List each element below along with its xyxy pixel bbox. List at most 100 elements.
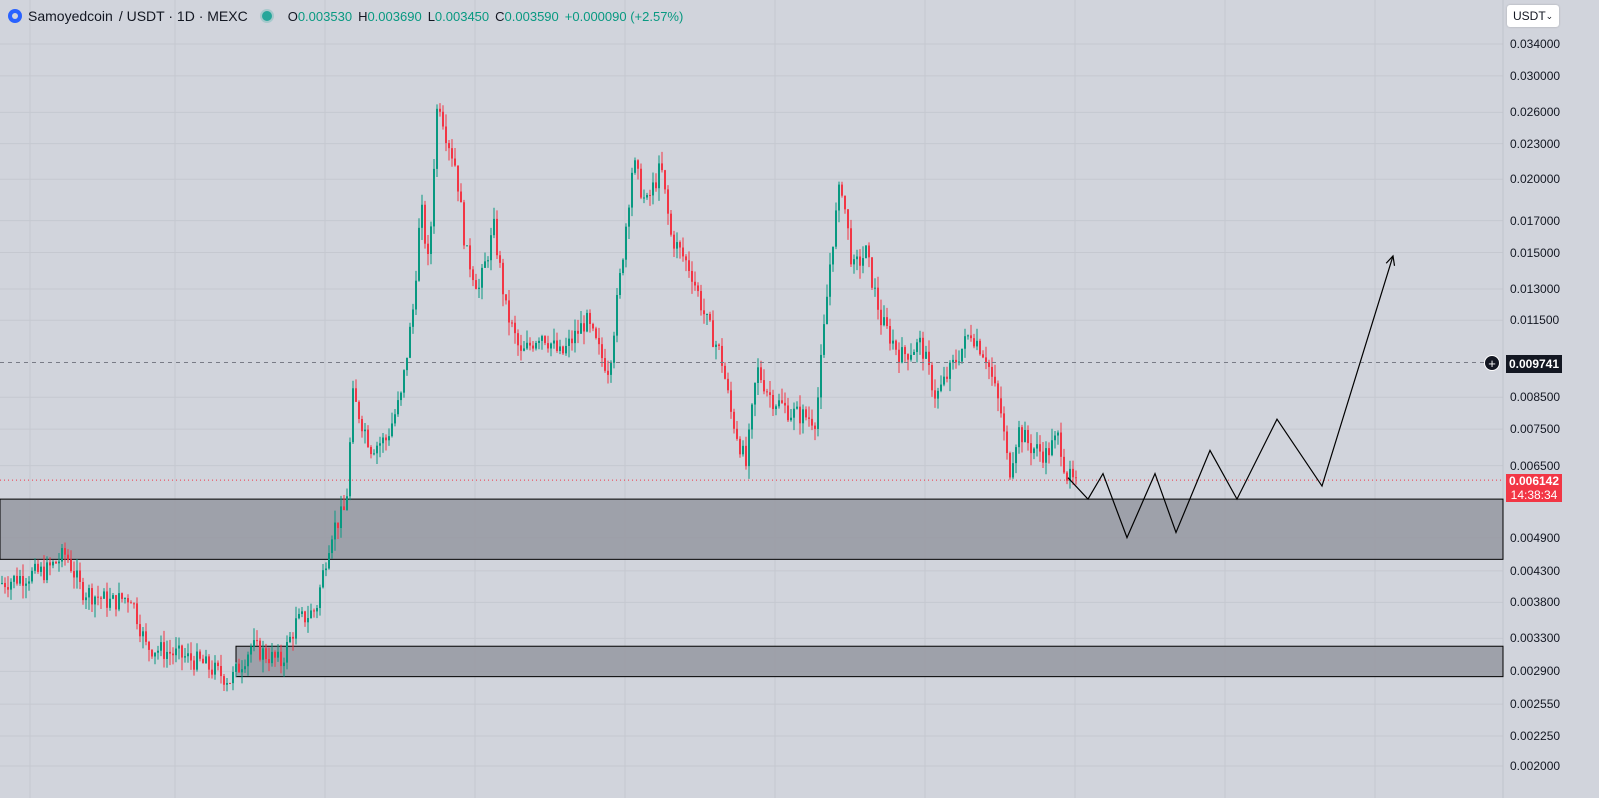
candle-body xyxy=(277,651,279,658)
candle-body xyxy=(1021,427,1023,443)
candle-body xyxy=(937,390,939,399)
candle-body xyxy=(997,383,999,399)
currency-select[interactable]: USDT ⌄ xyxy=(1507,5,1559,27)
currency-select-value: USDT xyxy=(1513,9,1546,23)
candle-body xyxy=(595,328,597,338)
candle-body xyxy=(913,351,915,355)
price-tick-label: 0.002900 xyxy=(1510,664,1561,679)
last-price-value: 0.006142 xyxy=(1508,474,1560,488)
candle-body xyxy=(1051,440,1053,456)
candle-body xyxy=(589,312,591,324)
price-tick-label: 0.002550 xyxy=(1510,697,1561,712)
candle-body xyxy=(220,665,222,677)
price-tick-label: 0.015000 xyxy=(1510,245,1561,260)
candle-body xyxy=(403,370,405,393)
candle-body xyxy=(850,228,852,265)
candle-body xyxy=(352,388,354,443)
price-tick-label: 0.020000 xyxy=(1510,172,1561,187)
candle-body xyxy=(187,653,189,657)
candle-body xyxy=(733,411,735,429)
candle-body xyxy=(553,340,555,344)
candle-body xyxy=(115,595,117,610)
candle-body xyxy=(916,342,918,352)
price-tick-label: 0.002000 xyxy=(1510,759,1561,773)
candle-body xyxy=(901,347,903,363)
candle-body xyxy=(358,401,360,420)
high-value: 0.003690 xyxy=(367,8,422,24)
candle-body xyxy=(973,338,975,347)
candle-body xyxy=(661,163,663,171)
candle-body xyxy=(409,326,411,358)
candle-body xyxy=(379,443,381,446)
candle-body xyxy=(1042,451,1044,463)
candle-body xyxy=(271,651,273,664)
last-price-tag: 0.006142 14:38:34 xyxy=(1506,474,1562,502)
candle-body xyxy=(397,400,399,415)
candle-body xyxy=(760,367,762,381)
candle-body xyxy=(541,336,543,341)
candle-body xyxy=(628,207,630,227)
candle-body xyxy=(1039,444,1041,452)
candle-body xyxy=(301,611,303,614)
candle-body xyxy=(814,425,816,429)
symbol-name[interactable]: Samoyedcoin xyxy=(28,8,113,24)
candle-body xyxy=(670,213,672,235)
candle-body xyxy=(643,197,645,199)
candle-body xyxy=(466,245,468,247)
candle-body xyxy=(367,429,369,448)
candle-body xyxy=(433,168,435,227)
candle-body xyxy=(112,595,114,599)
candle-body xyxy=(700,291,702,311)
candle-body xyxy=(874,287,876,289)
candle-body xyxy=(421,204,423,228)
candle-body xyxy=(769,392,771,395)
candle-body xyxy=(475,280,477,290)
price-tick-label: 0.023000 xyxy=(1510,136,1561,151)
candle-body xyxy=(292,636,294,639)
candle-body xyxy=(217,662,219,666)
candle-body xyxy=(703,310,705,315)
candle-body xyxy=(799,406,801,424)
candle-body xyxy=(283,662,285,667)
candle-body xyxy=(460,191,462,203)
candle-body xyxy=(436,108,438,169)
candle-body xyxy=(91,588,93,605)
candle-body xyxy=(100,597,102,599)
candle-body xyxy=(823,324,825,355)
candle-body xyxy=(598,337,600,345)
market-status-icon xyxy=(261,11,272,21)
candle-body xyxy=(949,362,951,379)
projection-path xyxy=(1067,254,1396,540)
candle-body xyxy=(157,650,159,653)
candle-body xyxy=(295,618,297,639)
add-alert-plus-icon[interactable]: + xyxy=(1484,355,1500,371)
candle-body xyxy=(631,172,633,208)
symbol-pair[interactable]: / USDT · 1D · MEXC xyxy=(118,8,248,24)
candle-body xyxy=(565,345,567,354)
candle-body xyxy=(622,259,624,274)
candle-body xyxy=(925,351,927,359)
candle-body xyxy=(646,195,648,198)
candle-body xyxy=(82,581,84,601)
candle-body xyxy=(37,563,39,572)
bar-countdown: 14:38:34 xyxy=(1510,488,1558,502)
candle-body xyxy=(550,343,552,349)
candle-body xyxy=(250,646,252,655)
candle-body xyxy=(1060,432,1062,457)
candle-body xyxy=(169,651,171,654)
candle-body xyxy=(346,496,348,511)
candle-body xyxy=(412,309,414,327)
candle-body xyxy=(394,414,396,424)
candle-body xyxy=(751,404,753,430)
candle-body xyxy=(88,588,90,598)
candle-body xyxy=(736,428,738,439)
candle-body xyxy=(427,243,429,254)
candle-body xyxy=(94,596,96,605)
candle-body xyxy=(46,562,48,581)
candle-body xyxy=(199,651,201,659)
candle-body xyxy=(418,227,420,281)
candle-body xyxy=(844,195,846,210)
candle-body xyxy=(781,400,783,403)
candle-body xyxy=(787,405,789,421)
